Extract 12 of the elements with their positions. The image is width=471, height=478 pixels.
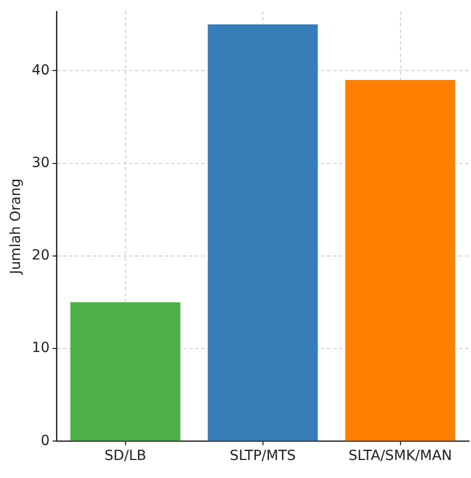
- x-tick-label: SLTP/MTS: [230, 448, 296, 464]
- bar: [70, 302, 180, 441]
- y-axis-title: Jumlah Orang: [8, 178, 24, 276]
- bar: [345, 80, 456, 441]
- y-tick-label: 10: [32, 340, 50, 356]
- bar: [208, 24, 318, 441]
- x-tick-label: SLTA/SMK/MAN: [348, 448, 452, 464]
- y-tick-label: 40: [32, 62, 50, 78]
- y-tick-label: 30: [32, 154, 50, 171]
- x-tick-label: SD/LB: [104, 448, 146, 464]
- y-tick-label: 20: [32, 248, 50, 264]
- y-tick-label: 0: [40, 432, 50, 449]
